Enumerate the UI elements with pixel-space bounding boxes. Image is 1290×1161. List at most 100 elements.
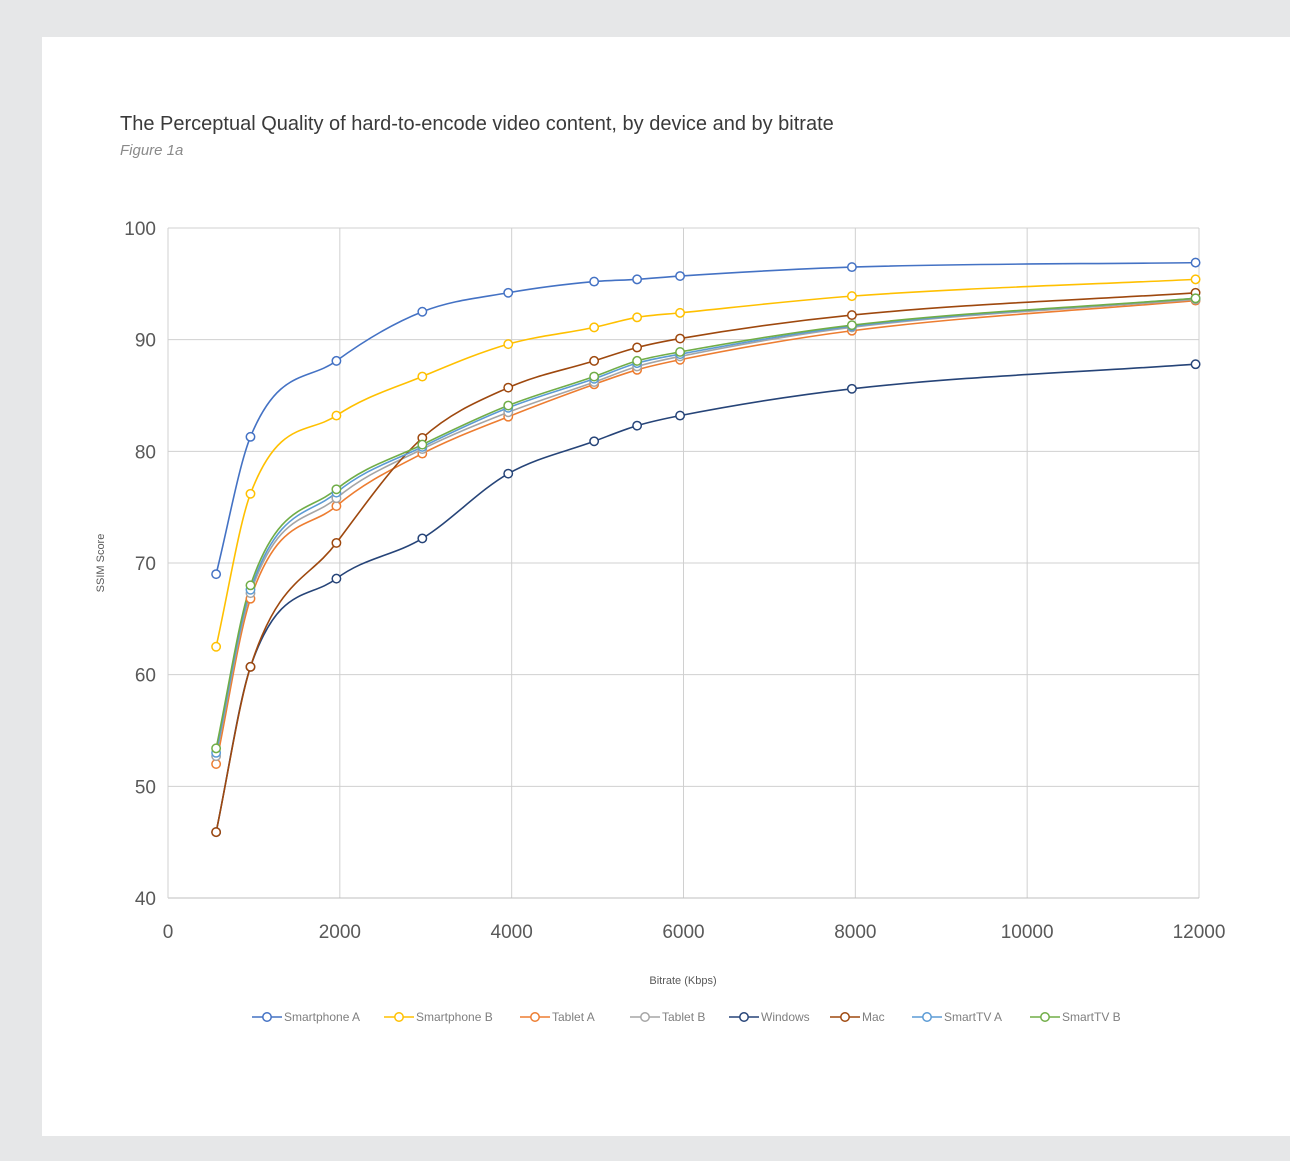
- data-point-smartphone-b: [589, 322, 600, 333]
- y-tick-label: 50: [135, 777, 156, 798]
- legend-swatch-marker: [530, 1012, 540, 1022]
- data-point-smarttv-b: [331, 484, 342, 495]
- legend-item-smarttv-b: SmartTV B: [1030, 1010, 1121, 1024]
- y-tick-label: 100: [124, 219, 156, 240]
- legend-label: SmartTV B: [1062, 1010, 1121, 1024]
- data-point-smartphone-b: [846, 291, 857, 302]
- data-point-smartphone-b: [632, 312, 643, 323]
- data-point-windows: [331, 573, 342, 584]
- legend-swatch-marker: [262, 1012, 272, 1022]
- legend-item-smartphone-b: Smartphone B: [384, 1010, 493, 1024]
- data-point-smarttv-b: [211, 743, 222, 754]
- data-point-windows: [632, 420, 643, 431]
- legend-swatch-marker: [739, 1012, 749, 1022]
- data-point-smarttv-b: [632, 355, 643, 366]
- data-point-smartphone-b: [331, 410, 342, 421]
- y-tick-label: 40: [135, 889, 156, 910]
- x-tick-label: 10000: [1001, 922, 1054, 943]
- legend-item-mac: Mac: [830, 1010, 885, 1024]
- legend-item-tablet-a: Tablet A: [520, 1010, 595, 1024]
- data-point-smarttv-b: [417, 439, 428, 450]
- data-point-smartphone-a: [846, 262, 857, 273]
- data-point-smartphone-a: [589, 276, 600, 287]
- x-tick-label: 12000: [1173, 922, 1226, 943]
- axes: [167, 228, 1199, 899]
- legend-swatch-marker: [840, 1012, 850, 1022]
- data-point-mac: [245, 661, 256, 672]
- legend-label: Mac: [862, 1010, 885, 1024]
- y-tick-label: 60: [135, 666, 156, 687]
- data-point-smartphone-a: [1190, 257, 1201, 268]
- legend-label: Windows: [761, 1010, 810, 1024]
- y-axis-title: SSIM Score: [95, 534, 107, 593]
- legend-label: SmartTV A: [944, 1010, 1002, 1024]
- x-tick-label: 0: [163, 922, 174, 943]
- data-point-smartphone-a: [245, 431, 256, 442]
- legend-label: Smartphone B: [416, 1010, 493, 1024]
- x-tick-label: 2000: [319, 922, 361, 943]
- y-axis-ticks: 40 50 60 70 80 90 100: [124, 219, 156, 910]
- data-point-smartphone-a: [331, 355, 342, 366]
- series-line-smarttv-a: [215, 297, 1196, 753]
- data-point-smarttv-b: [1190, 293, 1201, 304]
- x-tick-label: 8000: [834, 922, 876, 943]
- data-point-smarttv-b: [245, 580, 256, 591]
- legend-item-smartphone-a: Smartphone A: [252, 1010, 360, 1024]
- legend-item-smarttv-a: SmartTV A: [912, 1010, 1002, 1024]
- legend-swatch-marker: [394, 1012, 404, 1022]
- legend-label: Tablet B: [662, 1010, 705, 1024]
- data-point-mac: [589, 355, 600, 366]
- chart-subtitle: Figure 1a: [120, 142, 184, 159]
- data-point-windows: [1190, 359, 1201, 370]
- series-line-tablet-a: [215, 299, 1196, 765]
- data-point-smarttv-b: [589, 371, 600, 382]
- data-point-mac: [331, 537, 342, 548]
- data-point-windows: [675, 410, 686, 421]
- series-line-windows: [215, 363, 1196, 833]
- legend-item-tablet-b: Tablet B: [630, 1010, 705, 1024]
- data-point-smartphone-a: [503, 287, 514, 298]
- legend-swatch-marker: [922, 1012, 932, 1022]
- data-point-mac: [211, 827, 222, 838]
- x-tick-label: 4000: [491, 922, 533, 943]
- legend-swatch-marker: [1040, 1012, 1050, 1022]
- data-point-mac: [675, 333, 686, 344]
- data-point-smartphone-b: [503, 339, 514, 350]
- legend-swatch-marker: [640, 1012, 650, 1022]
- y-tick-label: 80: [135, 442, 156, 463]
- series-line-tablet-b: [215, 298, 1196, 757]
- chart-title: The Perceptual Quality of hard-to-encode…: [120, 113, 834, 135]
- series-lines: [215, 261, 1196, 833]
- x-axis-ticks: 0 2000 4000 6000 8000 10000 12000: [163, 922, 1226, 943]
- data-point-mac: [632, 342, 643, 353]
- data-point-smartphone-b: [211, 641, 222, 652]
- data-point-smarttv-b: [503, 400, 514, 411]
- x-tick-label: 6000: [662, 922, 704, 943]
- data-point-smartphone-a: [675, 271, 686, 281]
- data-point-mac: [846, 310, 857, 321]
- data-point-mac: [503, 382, 514, 393]
- data-point-smartphone-a: [417, 306, 428, 317]
- data-point-windows: [589, 436, 600, 447]
- data-point-smartphone-b: [245, 488, 256, 499]
- data-point-smartphone-a: [632, 274, 643, 285]
- data-point-windows: [417, 533, 428, 544]
- data-point-windows: [503, 468, 514, 479]
- data-point-smartphone-a: [211, 569, 222, 580]
- legend-item-windows: Windows: [729, 1010, 810, 1024]
- data-point-windows: [846, 383, 857, 394]
- y-tick-label: 70: [135, 554, 156, 575]
- data-point-smartphone-b: [675, 307, 686, 318]
- series-markers: [211, 257, 1201, 838]
- legend: Smartphone A Smartphone B Tablet A Tablet B…: [252, 1010, 1121, 1024]
- data-point-smarttv-b: [846, 320, 857, 331]
- y-tick-label: 90: [135, 331, 156, 352]
- series-line-smarttv-b: [215, 297, 1196, 749]
- data-point-smarttv-b: [675, 347, 686, 357]
- data-point-smartphone-b: [417, 371, 428, 382]
- data-point-smartphone-b: [1190, 274, 1201, 285]
- x-axis-title: Bitrate (Kbps): [649, 975, 716, 987]
- legend-label: Tablet A: [552, 1010, 595, 1024]
- legend-label: Smartphone A: [284, 1010, 360, 1024]
